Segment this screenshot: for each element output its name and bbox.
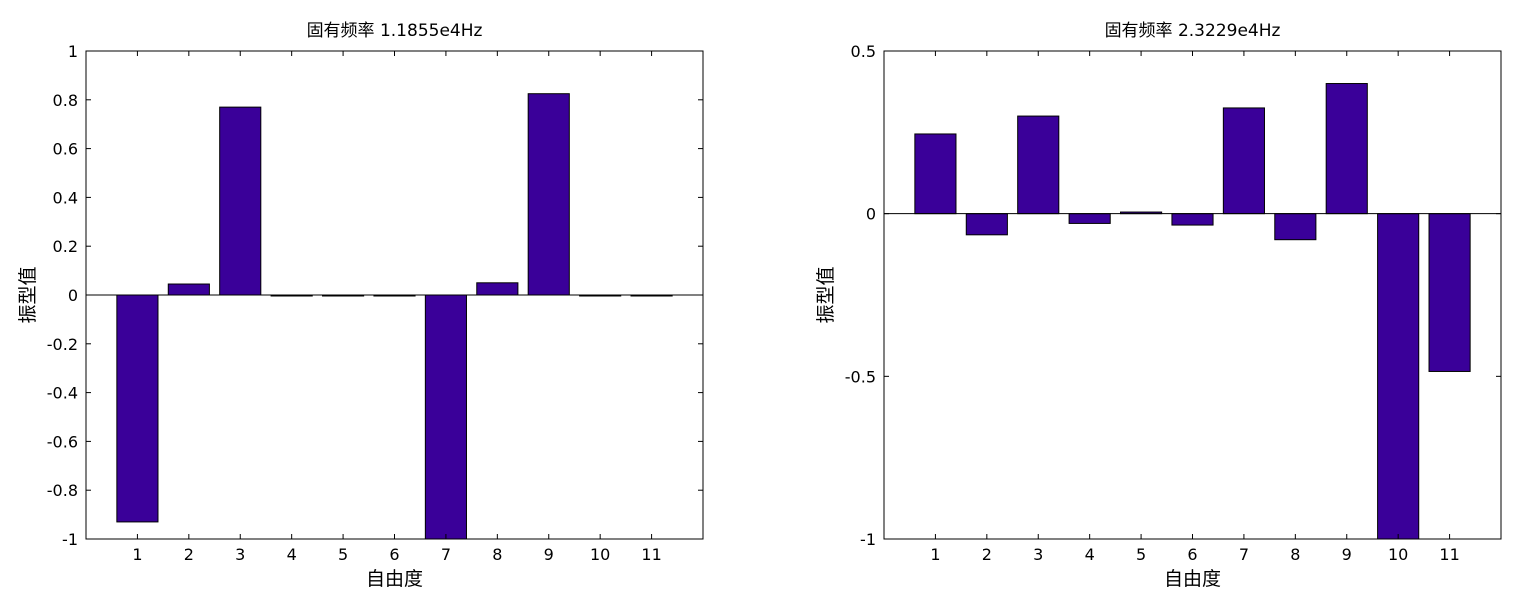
left-chart-bar-3 [219, 106, 262, 296]
left-chart-ylabel: 振型值 [17, 266, 39, 323]
left-chart-xtick-label: 10 [590, 545, 610, 564]
left-chart-ytick-label: -0.4 [47, 384, 78, 403]
right-chart-xlabel: 自由度 [1164, 568, 1221, 590]
left-chart-xtick-label: 6 [389, 545, 399, 564]
left-chart-bar-7 [424, 294, 467, 540]
right-chart-bar-8 [1274, 213, 1317, 241]
right-chart-bar-6 [1171, 213, 1214, 226]
right-chart-bar-10 [1377, 213, 1420, 540]
left-chart-xtick-label: 7 [441, 545, 451, 564]
left-chart-bar-8 [476, 282, 519, 296]
left-chart-ytick-label: 0.8 [53, 91, 78, 110]
right-chart-xtick-label: 6 [1187, 545, 1197, 564]
right-chart-bar-4 [1068, 213, 1111, 224]
right-chart-xtick-label: 3 [1033, 545, 1043, 564]
right-chart-xtick-label: 2 [982, 545, 992, 564]
right-chart-ytick-label: -0.5 [845, 367, 876, 386]
right-chart-xtick-label: 11 [1439, 545, 1459, 564]
left-chart-bar-9 [527, 93, 570, 296]
left-chart-ytick-label: 0.6 [53, 140, 78, 159]
left-chart-ytick-label: 0.2 [53, 237, 78, 256]
right-chart-xtick-label: 4 [1085, 545, 1095, 564]
right-chart-ytick-label: 0 [866, 205, 876, 224]
right-chart-bar-2 [965, 213, 1008, 236]
left-chart-xtick-label: 8 [492, 545, 502, 564]
right-chart-bar-3 [1017, 115, 1060, 215]
left-chart-xtick-label: 5 [338, 545, 348, 564]
right-chart-xtick-label: 5 [1136, 545, 1146, 564]
right-chart-bar-1 [914, 133, 957, 215]
left-chart-xlabel: 自由度 [366, 568, 423, 590]
right-chart-ytick-label: -1 [860, 530, 876, 549]
right-chart-xtick-label: 7 [1239, 545, 1249, 564]
left-chart: -1-0.8-0.6-0.4-0.200.20.40.60.811 2 3 4 5 6 7 8… [17, 21, 704, 590]
left-chart-ytick-label: 0 [68, 286, 78, 305]
left-chart-xtick-label: 2 [184, 545, 194, 564]
right-chart-xtick-label: 10 [1388, 545, 1408, 564]
right-chart-title: 固有频率 2.3229e4Hz [1105, 21, 1281, 41]
right-chart-bar-11 [1428, 213, 1471, 372]
left-chart-xtick-label: 4 [287, 545, 297, 564]
left-chart-xtick-label: 9 [544, 545, 554, 564]
left-chart-ytick-label: -0.2 [47, 335, 78, 354]
left-chart-bar-1 [116, 294, 159, 523]
left-chart-ytick-label: 0.4 [53, 188, 78, 207]
right-chart-xtick-label: 1 [930, 545, 940, 564]
right-chart-bar-7 [1222, 107, 1265, 215]
left-chart-title: 固有频率 1.1855e4Hz [307, 21, 483, 41]
left-chart-xtick-label: 1 [132, 545, 142, 564]
left-chart-xtick-label: 11 [641, 545, 661, 564]
left-chart-ytick-label: 1 [68, 42, 78, 61]
right-chart-bar-9 [1325, 83, 1368, 215]
right-chart-ytick-label: 0.5 [851, 42, 876, 61]
right-chart-ylabel: 振型值 [815, 266, 837, 323]
left-chart-xtick-label: 3 [235, 545, 245, 564]
right-chart: -1 -0.5 0 0.5 1 2 3 4 5 6 7 8 9 10 11 固有频率 2.3229e4Hz 自由… [815, 21, 1502, 590]
right-chart-xtick-label: 9 [1342, 545, 1352, 564]
left-chart-ytick-label: -0.8 [47, 481, 78, 500]
left-chart-bar-2 [167, 283, 210, 296]
right-chart-xtick-label: 8 [1290, 545, 1300, 564]
left-chart-ytick-label: -0.6 [47, 432, 78, 451]
left-chart-ytick-label: -1 [62, 530, 78, 549]
